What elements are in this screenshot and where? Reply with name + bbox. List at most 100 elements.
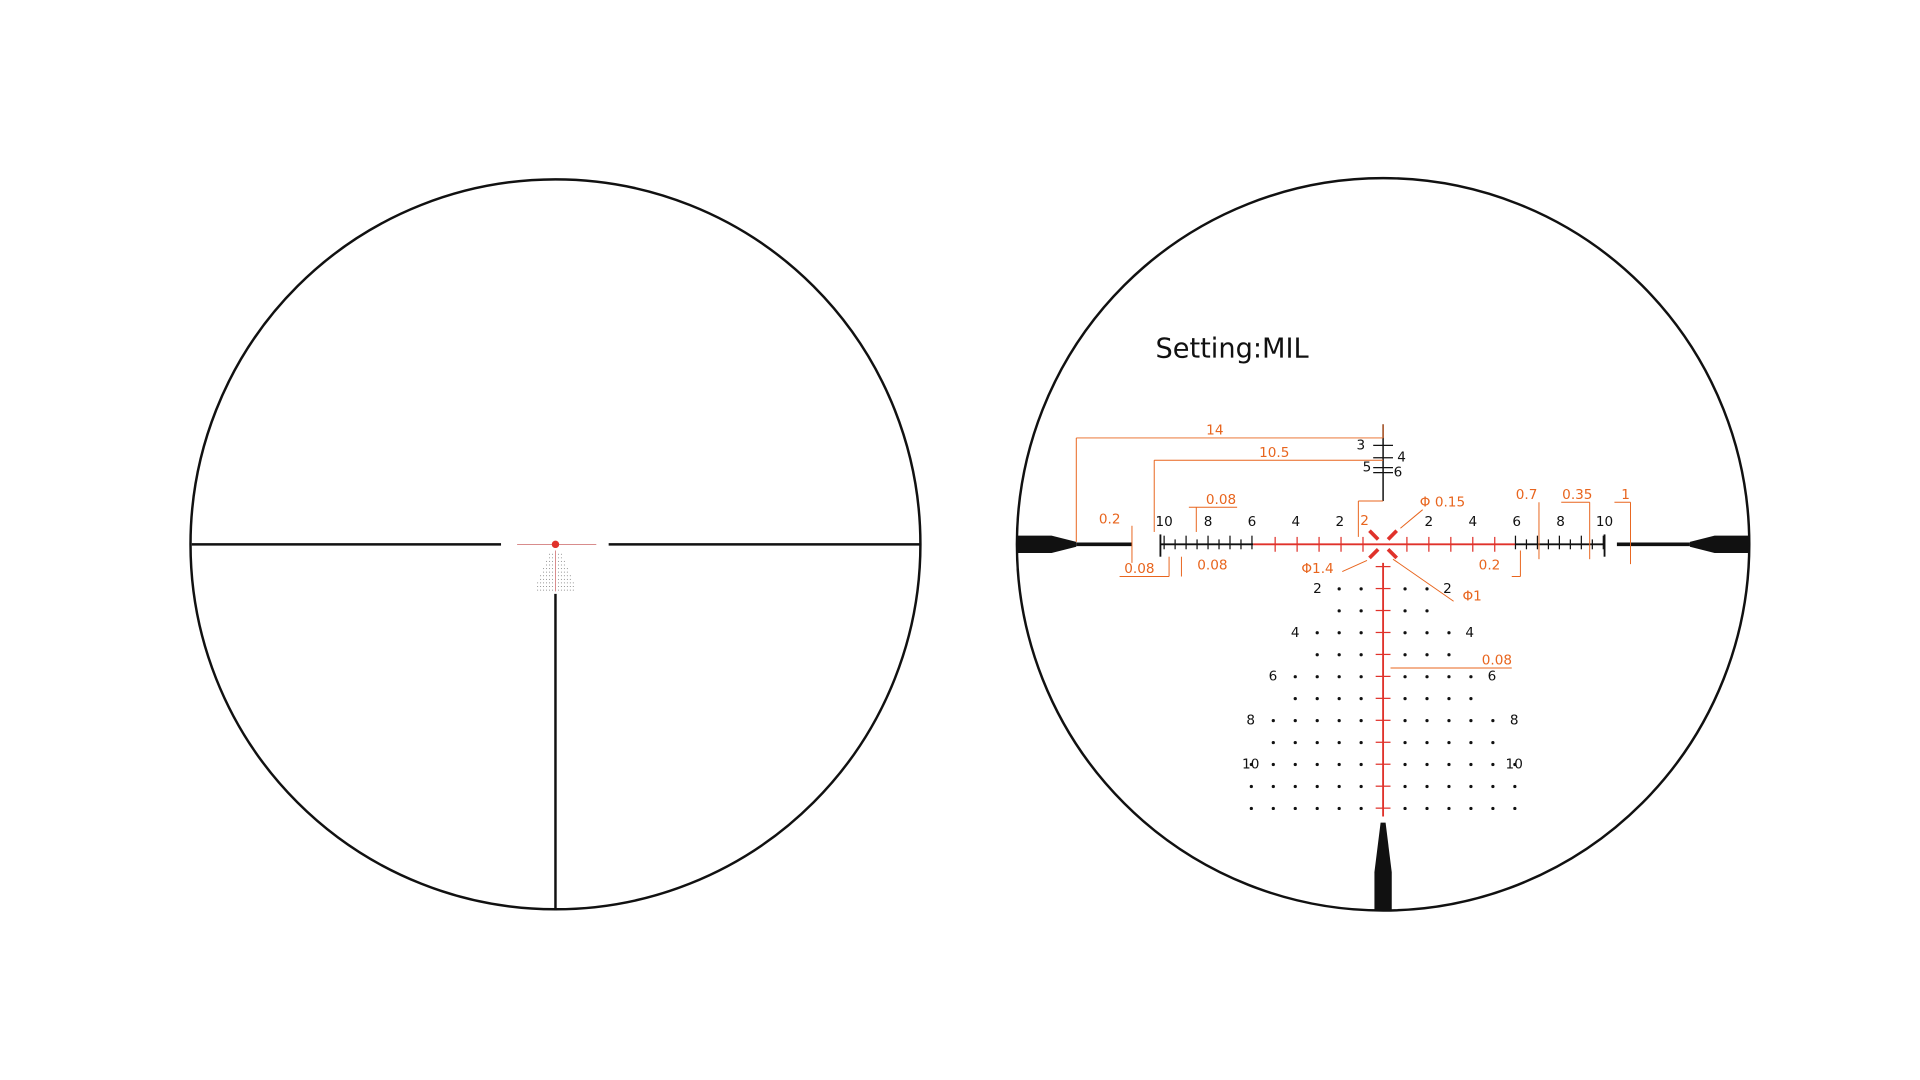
mini-dot <box>569 575 571 577</box>
mini-dot <box>563 575 565 577</box>
windage-label: 6 <box>1248 514 1257 530</box>
mini-dot <box>546 578 548 580</box>
holdover-dot <box>1337 609 1341 613</box>
holdover-dot <box>1337 697 1341 701</box>
mini-dot <box>563 560 565 562</box>
holdover-dot <box>1271 784 1275 789</box>
windage-label: 2 <box>1425 514 1434 530</box>
mini-dot <box>549 553 551 555</box>
holdover-dot <box>1425 762 1429 767</box>
windage-label: 2 <box>1335 514 1344 530</box>
mini-dot <box>552 564 553 566</box>
holdover-label: 6 <box>1269 669 1278 685</box>
dimension-label: 10.5 <box>1259 445 1289 461</box>
mini-dot <box>552 571 553 573</box>
holdover-dot <box>1337 784 1341 789</box>
holdover-dot <box>1513 806 1517 811</box>
windage-label: 8 <box>1556 514 1565 530</box>
mini-dot <box>546 568 548 570</box>
holdover-dot <box>1403 587 1407 591</box>
elevation-label: 3 <box>1356 437 1365 453</box>
mini-dot <box>552 560 553 562</box>
mini-dot <box>566 571 568 573</box>
holdover-dot <box>1447 675 1451 679</box>
holdover-dot <box>1403 806 1407 811</box>
mini-dot <box>566 568 568 570</box>
holdover-label: 2 <box>1443 581 1452 597</box>
mini-dot <box>569 578 571 580</box>
holdover-dot <box>1403 740 1407 745</box>
mini-dot <box>552 553 553 555</box>
mini-dot <box>560 564 562 566</box>
mini-dot <box>552 582 553 584</box>
holdover-dot <box>1337 653 1341 657</box>
setting-label: Setting:MIL <box>1155 334 1309 365</box>
holdover-label: 2 <box>1313 581 1322 597</box>
holdover-dot <box>1359 719 1363 723</box>
holdover-dot <box>1293 740 1297 745</box>
mini-dot <box>557 557 559 559</box>
holdover-dot <box>1491 806 1495 811</box>
mini-dot <box>563 564 565 566</box>
mini-dot <box>557 571 559 573</box>
mini-dot <box>543 578 545 580</box>
holdover-dot <box>1359 784 1363 789</box>
mini-dot <box>540 575 542 577</box>
holdover-dot <box>1425 587 1429 591</box>
holdover-dot <box>1315 806 1319 811</box>
mini-dot <box>543 586 545 588</box>
mini-dot <box>560 560 562 562</box>
mini-dot <box>563 586 565 588</box>
dimension-label: 1 <box>1621 487 1630 503</box>
mini-dot <box>566 589 568 591</box>
mini-dot <box>569 586 571 588</box>
holdover-dot <box>1315 762 1319 767</box>
holdover-dot <box>1359 631 1363 635</box>
elevation-label: 4 <box>1397 450 1406 466</box>
mini-dot <box>560 589 562 591</box>
mini-dot <box>546 589 548 591</box>
holdover-dot <box>1403 719 1407 723</box>
holdover-dot <box>1513 762 1517 767</box>
center-dot <box>551 540 560 549</box>
holdover-dot <box>1469 697 1473 701</box>
dimension-label: 0.08 <box>1206 492 1236 508</box>
mini-dot <box>566 575 568 577</box>
holdover-dot <box>1337 587 1341 591</box>
windage-label: 6 <box>1512 514 1521 530</box>
holdover-dot <box>1403 784 1407 789</box>
holdover-dot <box>1337 762 1341 767</box>
mini-dot <box>549 571 551 573</box>
dimension-line <box>1392 558 1454 602</box>
mini-dot <box>549 575 551 577</box>
holdover-dot <box>1315 653 1319 657</box>
mini-dot <box>566 586 568 588</box>
windage-label: 4 <box>1468 514 1477 530</box>
holdover-dot <box>1469 784 1473 789</box>
holdover-dot <box>1293 762 1297 767</box>
holdover-dot <box>1293 806 1297 811</box>
holdover-label: 8 <box>1510 713 1519 729</box>
holdover-dot <box>1447 697 1451 701</box>
mini-dot <box>560 568 562 570</box>
holdover-dot <box>1469 740 1473 745</box>
mini-dot <box>560 571 562 573</box>
holdover-dot <box>1359 697 1363 701</box>
holdover-dot <box>1425 609 1429 613</box>
mini-dot <box>546 564 548 566</box>
holdover-label: 10 <box>1506 757 1523 773</box>
holdover-dot <box>1447 653 1451 657</box>
center-mark <box>1368 547 1380 560</box>
mini-dot <box>572 586 574 588</box>
mini-dot <box>552 589 553 591</box>
mini-dot <box>543 589 545 591</box>
holdover-dot <box>1249 806 1253 811</box>
mini-dot <box>560 586 562 588</box>
dimension-label: Φ1 <box>1462 588 1481 604</box>
mini-dot <box>546 560 548 562</box>
mini-dot <box>540 589 542 591</box>
mini-dot <box>563 568 565 570</box>
mini-dot <box>549 564 551 566</box>
holdover-dot <box>1337 631 1341 635</box>
mini-dot <box>557 589 559 591</box>
